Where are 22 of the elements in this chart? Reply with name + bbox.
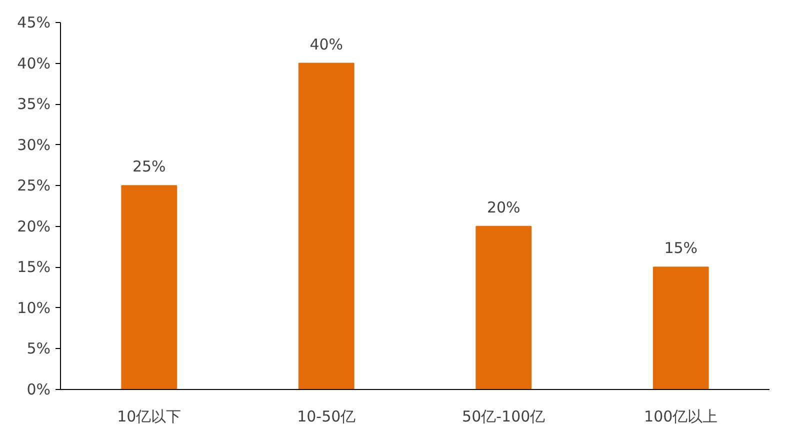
data-label: 15% — [664, 239, 698, 258]
y-tick-label: 35% — [17, 95, 51, 114]
x-tick-label: 50亿-100亿 — [462, 408, 546, 426]
y-tick-label: 10% — [17, 298, 51, 317]
y-tick-label: 40% — [17, 54, 51, 72]
y-tick-label: 30% — [17, 136, 51, 154]
bar — [298, 62, 354, 390]
data-label: 25% — [132, 158, 166, 176]
y-tick-label: 0% — [26, 380, 50, 398]
y-tick-label: 5% — [26, 340, 50, 358]
data-label: 40% — [310, 35, 344, 54]
bar — [652, 266, 709, 390]
bar — [121, 185, 178, 390]
y-tick-label: 45% — [17, 14, 51, 32]
y-tick-label: 15% — [17, 258, 51, 276]
data-label: 20% — [486, 198, 520, 216]
x-tick-label: 10-50亿 — [297, 408, 356, 426]
x-tick-label: 10亿以下 — [117, 408, 182, 426]
y-tick-label: 20% — [17, 217, 51, 236]
bar — [476, 226, 532, 390]
y-tick-label: 25% — [17, 176, 51, 195]
x-tick-label: 100亿以上 — [644, 408, 718, 426]
